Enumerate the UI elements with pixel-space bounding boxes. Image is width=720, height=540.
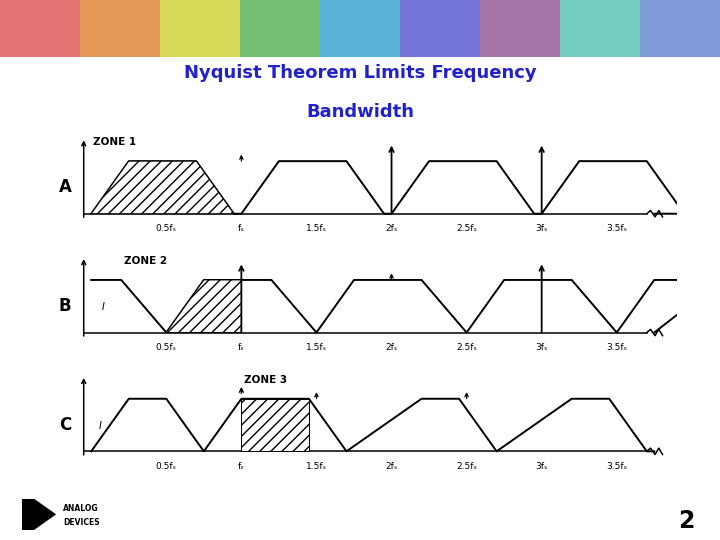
Text: Nyquist Theorem Limits Frequency: Nyquist Theorem Limits Frequency: [184, 64, 536, 82]
Text: 1.5fₛ: 1.5fₛ: [306, 343, 327, 352]
Bar: [22, 498, 34, 530]
Text: I: I: [102, 302, 104, 313]
Text: 3fₛ: 3fₛ: [536, 343, 548, 352]
Text: fₛ: fₛ: [238, 224, 245, 233]
Text: ZONE 3: ZONE 3: [244, 375, 287, 385]
Text: B: B: [58, 297, 71, 315]
Text: C: C: [59, 416, 71, 434]
Text: 2fₛ: 2fₛ: [385, 224, 397, 233]
Bar: [240, 0, 320, 57]
Text: 3.5fₛ: 3.5fₛ: [606, 343, 627, 352]
Text: 0.5fₛ: 0.5fₛ: [156, 462, 177, 471]
Text: 2.5fₛ: 2.5fₛ: [456, 462, 477, 471]
Text: 1.5fₛ: 1.5fₛ: [306, 224, 327, 233]
Bar: [320, 0, 400, 57]
Text: 3fₛ: 3fₛ: [536, 224, 548, 233]
Text: 3.5fₛ: 3.5fₛ: [606, 224, 627, 233]
Text: 0.5fₛ: 0.5fₛ: [156, 224, 177, 233]
Text: 0.5fₛ: 0.5fₛ: [156, 343, 177, 352]
Text: fₛ: fₛ: [238, 343, 245, 352]
Text: 3.5fₛ: 3.5fₛ: [606, 462, 627, 471]
Text: 1.5fₛ: 1.5fₛ: [306, 462, 327, 471]
Text: DEVICES: DEVICES: [63, 517, 100, 526]
Polygon shape: [241, 399, 309, 451]
Text: ZONE 2: ZONE 2: [125, 256, 167, 266]
Polygon shape: [166, 280, 241, 333]
Text: 3fₛ: 3fₛ: [536, 462, 548, 471]
Text: 2.5fₛ: 2.5fₛ: [456, 343, 477, 352]
Bar: [80, 0, 160, 57]
Text: 2.5fₛ: 2.5fₛ: [456, 224, 477, 233]
Polygon shape: [34, 498, 56, 530]
Bar: [560, 0, 640, 57]
Text: fₛ: fₛ: [238, 462, 245, 471]
Text: A: A: [58, 178, 71, 197]
Bar: [640, 0, 720, 57]
Text: ZONE 1: ZONE 1: [93, 137, 136, 147]
Bar: [480, 0, 560, 57]
Text: 2fₛ: 2fₛ: [385, 343, 397, 352]
Bar: [0, 0, 80, 57]
Text: Bandwidth: Bandwidth: [306, 103, 414, 121]
Bar: [400, 0, 480, 57]
Polygon shape: [91, 161, 234, 214]
Bar: [160, 0, 240, 57]
Text: ANALOG: ANALOG: [63, 503, 99, 512]
Text: I: I: [99, 421, 102, 431]
Text: 2fₛ: 2fₛ: [385, 462, 397, 471]
Text: 2: 2: [678, 509, 695, 532]
